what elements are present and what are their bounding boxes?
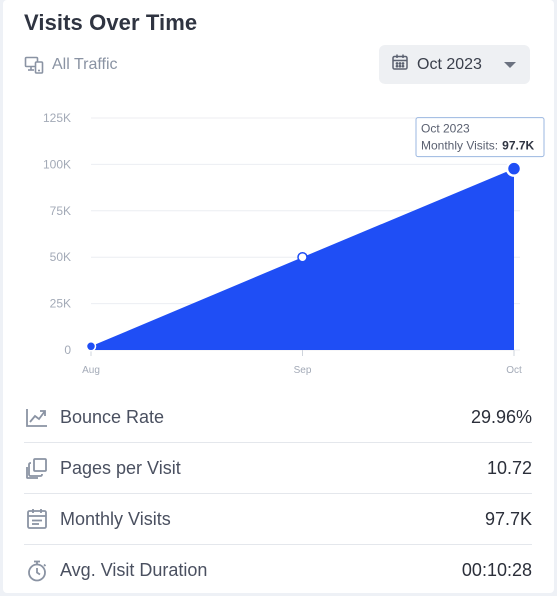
tooltip-line: Monthly Visits: 97.7K (421, 139, 534, 153)
metric-value: 97.7K (484, 508, 532, 529)
traffic-filter-label: All Traffic (52, 56, 118, 73)
data-point[interactable] (297, 251, 308, 263)
tooltip-value: 97.7K (502, 139, 534, 153)
y-tick-label: 100K (43, 157, 71, 171)
metric-row: Monthly Visits 97.7K (24, 494, 532, 545)
chart-tooltip: Oct 2023 Monthly Visits: 97.7K (415, 117, 545, 158)
y-tick-label: 0 (64, 343, 71, 357)
tooltip-label: Monthly Visits: (421, 139, 498, 153)
visits-chart: 0 25K 50K 75K 100K 125K Aug Sep Oct Oct 2023 Mo… (43, 111, 545, 376)
pages-icon (24, 455, 50, 481)
metric-value: 29.96% (470, 406, 532, 427)
metric-label: Monthly Visits (60, 508, 171, 529)
metric-row: Pages per Visit 10.72 (24, 443, 532, 494)
widget-title: Visits Over Time (24, 10, 198, 35)
y-tick-label: 75K (50, 204, 71, 218)
metric-value: 10.72 (486, 457, 532, 478)
stopwatch-icon (24, 558, 50, 584)
metric-value: 00:10:28 (461, 560, 532, 580)
metrics-list: Bounce Rate 29.96% Pages per Visit 10.72 (24, 392, 532, 596)
metric-label: Pages per Visit (60, 457, 181, 478)
month-select-value: Oct 2023 (417, 55, 482, 73)
visits-card: Visits Over Time All Traffic Oct 2 (3, 0, 554, 593)
calendar-icon (391, 53, 409, 76)
month-select[interactable]: Oct 2023 (379, 45, 530, 84)
y-tick-label: 25K (50, 297, 71, 311)
y-tick-label: 50K (50, 250, 71, 264)
metric-row: Avg. Visit Duration 00:10:28 (24, 545, 532, 596)
tooltip-title: Oct 2023 (421, 122, 470, 136)
data-point[interactable] (505, 160, 523, 177)
calendar-list-icon (24, 506, 50, 532)
trend-down-icon (24, 404, 50, 430)
data-point[interactable] (85, 341, 97, 352)
x-tick-label: Aug (82, 365, 100, 376)
metric-label: Bounce Rate (60, 406, 165, 427)
y-tick-label: 125K (43, 111, 71, 125)
x-tick-label: Oct (506, 365, 522, 376)
traffic-filter[interactable]: All Traffic (24, 54, 118, 76)
metric-label: Avg. Visit Duration (60, 560, 208, 580)
devices-icon (24, 55, 44, 75)
chevron-down-icon (504, 62, 516, 68)
x-tick-label: Sep (294, 365, 312, 376)
metric-row: Bounce Rate 29.96% (24, 392, 532, 443)
